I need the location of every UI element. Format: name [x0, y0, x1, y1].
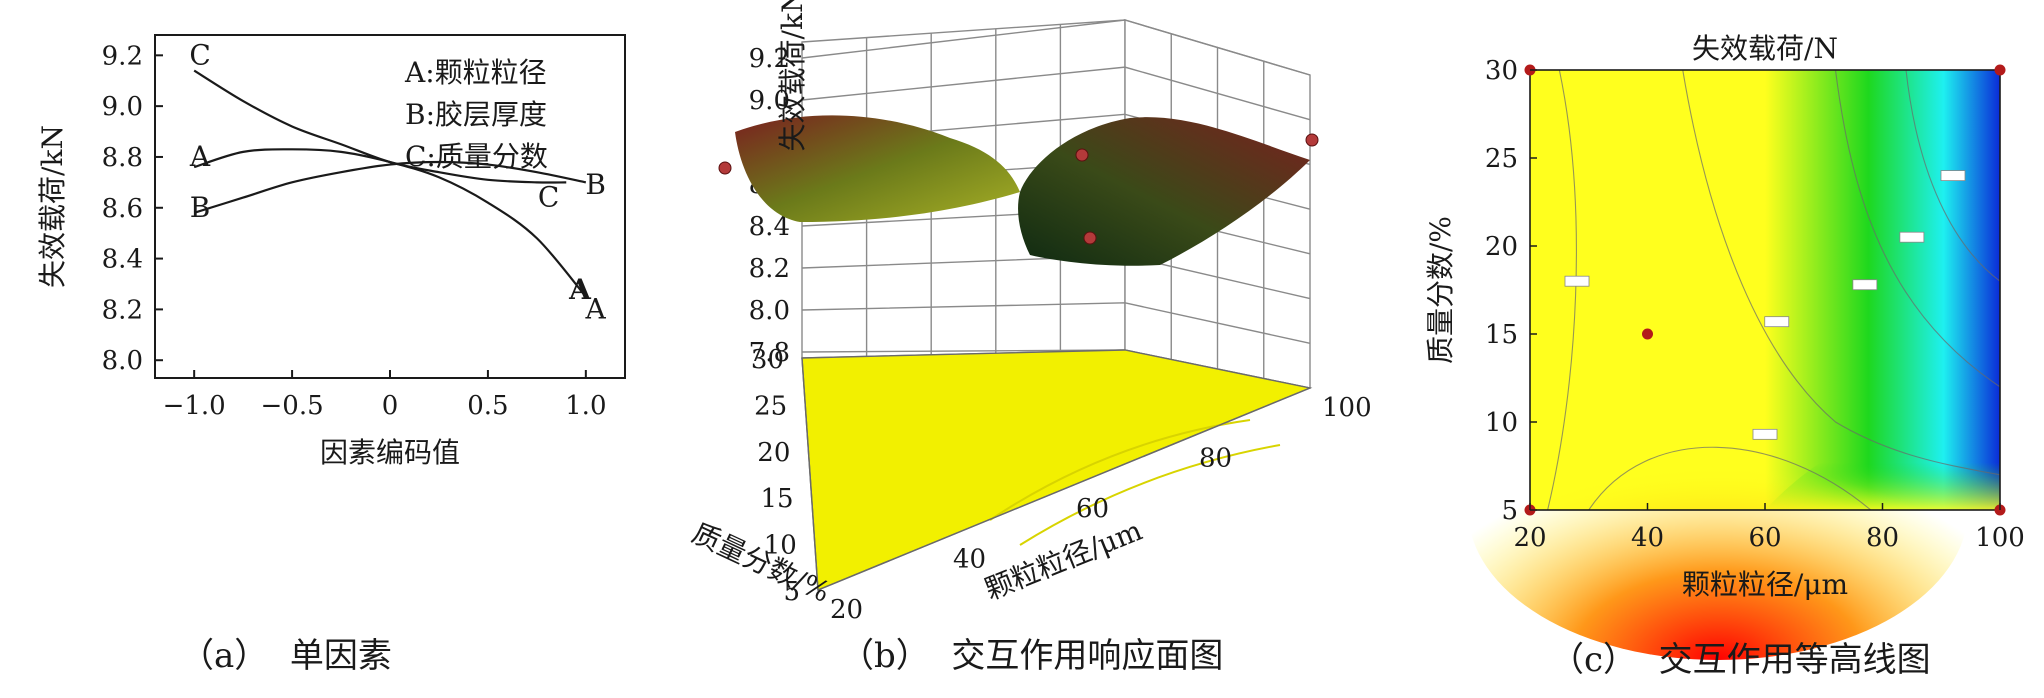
x-tick-label: −0.5	[261, 391, 324, 421]
y-tick-label: 15	[1485, 320, 1518, 350]
curve-label-C: C	[538, 181, 559, 214]
y-tick-label: 10	[764, 531, 797, 561]
y-tick-label: 8.0	[102, 346, 143, 376]
caption-c: （c） 交互作用等高线图	[1550, 640, 1931, 680]
x-tick-label: 80	[1199, 444, 1232, 474]
series-line-B	[193, 160, 587, 214]
floor-contour	[1019, 444, 1281, 546]
z-tick-label: 8.4	[749, 212, 790, 242]
contour-value-tag	[1752, 428, 1778, 440]
y-tick-label: 8.8	[102, 143, 143, 173]
floor-contour	[989, 419, 1251, 521]
x-tick-label: 60	[1748, 523, 1781, 553]
panel-contour: 20 40 60 80 100 5 10 15 20 25 30 失效载荷/N 颗粒粒径/μm 质量分数/…	[1380, 0, 2044, 698]
contour-value-tag	[1564, 275, 1590, 287]
curve-label-B: B	[585, 168, 606, 201]
contour-line	[1547, 69, 1577, 511]
x-tick-label: 20	[830, 595, 863, 625]
contour-value-tag	[1852, 279, 1878, 291]
legend-entry: A:颗粒粒径	[404, 56, 547, 89]
surface-left-lobe	[735, 115, 1020, 222]
contour-value-tag	[1764, 316, 1790, 328]
panel-response-surface: 7.88.08.28.48.68.89.09.25101520253020406…	[687, 0, 1372, 698]
curve-label-C: C	[189, 38, 210, 71]
curve-label-A: A	[585, 292, 607, 325]
y-tick-label: 8.4	[102, 245, 143, 275]
panel-single-factor: −1.0 −0.5 0 0.5 1.0 8.0 8.2 8.4 8.6 8.8 9.0 9.2 因素编码…	[0, 0, 640, 698]
y-axis-title: 失效载荷/kN	[36, 125, 69, 288]
z-tick-label: 9.0	[749, 86, 790, 116]
x-tick-label: 1.0	[565, 391, 606, 421]
x-axis-title: 颗粒粒径/μm	[980, 514, 1146, 607]
axis-x-line	[817, 387, 1311, 591]
legend-entry: B:胶层厚度	[405, 98, 547, 131]
y-tick-label: 8.2	[102, 295, 143, 325]
z-tick-label: 9.2	[749, 44, 790, 74]
x-axis-title: 因素编码值	[320, 436, 460, 469]
y-tick-label: 9.2	[102, 41, 143, 71]
x-tick-label: 60	[1076, 494, 1109, 524]
response-surface-chart: 7.88.08.28.48.68.89.09.25101520253020406…	[687, 0, 1372, 625]
contour-line	[1834, 69, 2001, 388]
y-tick-label: 20	[1485, 232, 1518, 262]
y-axis-title: 质量分数/%	[687, 516, 835, 608]
curve-annotation: A	[568, 273, 592, 306]
design-point	[1075, 148, 1089, 162]
design-point	[718, 161, 732, 175]
contour-value-tag	[1940, 170, 1966, 182]
y-tick-label: 8.6	[102, 194, 143, 224]
y-tick-label: 25	[754, 391, 787, 421]
y-tick-label: 20	[757, 438, 790, 468]
z-tick-label: 7.8	[749, 338, 790, 368]
x-tick-label: 40	[953, 545, 986, 575]
x-tick-label: 0	[382, 391, 399, 421]
x-tick-label: 20	[1513, 523, 1546, 553]
caption-a: （a） 单因素	[180, 636, 392, 676]
y-tick-label: 10	[1485, 408, 1518, 438]
wall-grid-line	[801, 302, 1311, 344]
contour-line	[1905, 69, 2001, 282]
y-tick-label: 30	[751, 345, 784, 375]
surface-right-lobe	[1018, 117, 1310, 266]
y-tick-label: 9.0	[102, 92, 143, 122]
x-tick-label: 100	[1975, 523, 2025, 553]
x-tick-label: 40	[1631, 523, 1664, 553]
design-point	[1994, 64, 2006, 76]
y-tick-label: 5	[783, 577, 800, 607]
x-tick-label: 80	[1866, 523, 1899, 553]
legend-entry: C:质量分数	[405, 140, 548, 173]
y-tick-label: 30	[1485, 56, 1518, 86]
wall-grid-line	[801, 19, 1311, 76]
contour-line	[1682, 69, 2001, 476]
y-axis-title: 质量分数/%	[1424, 216, 1457, 364]
curve-label-A: A	[189, 140, 211, 173]
chart-title: 失效载荷/N	[1692, 32, 1838, 65]
design-point	[1642, 328, 1653, 340]
design-point	[1083, 231, 1097, 245]
series-line-C	[193, 69, 567, 184]
z-tick-label: 8.0	[749, 296, 790, 326]
caption-b: （b） 交互作用响应面图	[840, 636, 1224, 676]
z-tick-label: 8.2	[749, 254, 790, 284]
contour-value-tag	[1899, 231, 1925, 243]
design-point	[1305, 133, 1319, 147]
y-tick-label: 15	[761, 484, 794, 514]
contour-chart: 20 40 60 80 100 5 10 15 20 25 30 失效载荷/N 颗粒粒径/μm 质量分数/…	[1424, 32, 2025, 660]
x-tick-label: 0.5	[467, 391, 508, 421]
y-tick-label: 25	[1485, 144, 1518, 174]
single-factor-chart: −1.0 −0.5 0 0.5 1.0 8.0 8.2 8.4 8.6 8.8 9.0 9.2 因素编码…	[36, 34, 626, 469]
y-tick-label: 5	[1501, 496, 1518, 526]
axis-y-line	[801, 357, 819, 591]
contour-line	[1588, 446, 1872, 511]
z-axis-title: 失效载荷/kN	[776, 0, 809, 151]
wall-grid-line	[801, 66, 1311, 121]
x-tick-label: 100	[1322, 393, 1372, 423]
x-tick-label: −1.0	[163, 391, 226, 421]
curve-label-B: B	[190, 191, 211, 224]
x-axis-title: 颗粒粒径/μm	[1682, 568, 1848, 601]
